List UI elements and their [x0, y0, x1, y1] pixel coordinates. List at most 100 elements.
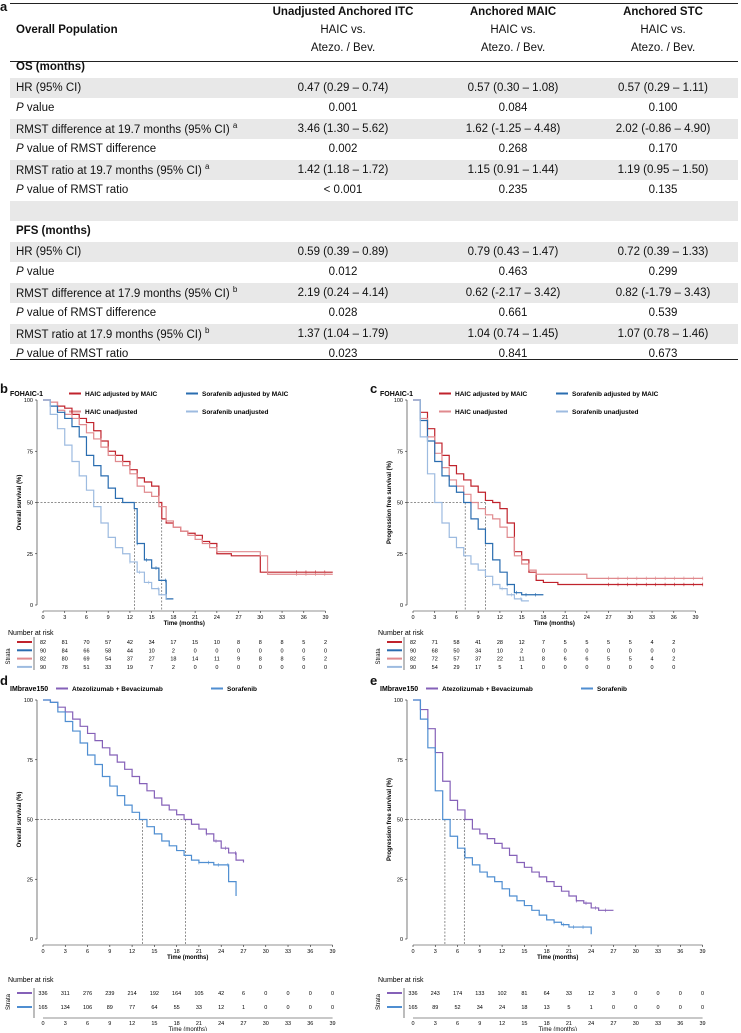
- risk-count: 14: [192, 657, 198, 663]
- risk-x-tick-label: 18: [544, 1021, 550, 1027]
- legend-label: Atezolizumab + Bevacizumab: [442, 686, 533, 693]
- risk-count: 5: [585, 640, 588, 646]
- x-tick-label: 27: [240, 949, 246, 955]
- risk-x-tick-label: 12: [129, 1021, 135, 1027]
- column-comparison: HAIC vs.: [320, 24, 366, 36]
- risk-count: 0: [629, 665, 632, 670]
- risk-count: 276: [83, 991, 92, 997]
- risk-count: 192: [150, 991, 159, 997]
- survival-curve: [413, 699, 614, 911]
- risk-count: 164: [172, 991, 181, 997]
- panel-letter-d: d: [0, 673, 8, 688]
- risk-x-tick-label: 24: [218, 1021, 224, 1027]
- table-row: RMST ratio at 17.9 months (95% CI) b 1.37…: [10, 323, 738, 344]
- table-cell: 1.42 (1.18 – 1.72): [248, 159, 438, 180]
- y-tick-label: 100: [24, 698, 33, 704]
- risk-x-tick-label: 30: [263, 1021, 269, 1027]
- risk-count: 17: [475, 665, 481, 670]
- risk-x-tick-label: 39: [330, 1021, 336, 1027]
- table-row: P value of RMST difference 0.028 0.661 0.53…: [10, 303, 738, 324]
- survival-curve: [413, 399, 529, 602]
- row-label-text: HR (95% CI): [16, 245, 82, 258]
- risk-count: 8: [237, 640, 240, 646]
- risk-x-tick-label: 36: [307, 1021, 313, 1027]
- x-tick-label: 27: [606, 615, 612, 621]
- risk-count: 22: [497, 657, 503, 663]
- table-top-rule: [10, 3, 738, 4]
- risk-count: 0: [564, 648, 567, 654]
- risk-count: 57: [105, 640, 111, 646]
- table-cell: 1.15 (0.91 – 1.44): [438, 159, 588, 180]
- x-tick-label: 9: [107, 615, 110, 621]
- risk-x-tick-label: 36: [677, 1021, 683, 1027]
- risk-count: 0: [672, 648, 675, 654]
- x-tick-label: 36: [671, 615, 677, 621]
- risk-count: 77: [129, 1005, 135, 1011]
- table-cell: 1.62 (-1.25 – 4.48): [438, 118, 588, 139]
- risk-count: 0: [194, 665, 197, 670]
- risk-count: 0: [324, 665, 327, 670]
- risk-count: 24: [499, 1005, 505, 1011]
- risk-count: 336: [408, 991, 417, 997]
- risk-x-tick-label: 9: [478, 1021, 481, 1027]
- risk-count: 29: [453, 665, 459, 670]
- risk-count: 165: [408, 1005, 417, 1011]
- risk-count: 37: [127, 657, 133, 663]
- y-tick-label: 0: [30, 603, 33, 609]
- risk-count: 5: [629, 657, 632, 663]
- risk-count: 5: [564, 640, 567, 646]
- row-label: P value: [10, 262, 248, 283]
- risk-count: 11: [519, 657, 525, 663]
- survival-curve: [43, 399, 333, 573]
- risk-count: 243: [431, 991, 440, 997]
- row-footnote-marker: b: [232, 285, 238, 295]
- x-tick-label: 33: [655, 949, 661, 955]
- risk-x-tick-label: 0: [411, 1021, 414, 1027]
- table-cell: 0.028: [328, 307, 358, 320]
- risk-count: 0: [656, 1005, 659, 1011]
- risk-count: 13: [544, 1005, 550, 1011]
- risk-count: 0: [651, 648, 654, 654]
- risk-count: 37: [475, 657, 481, 663]
- table-cell: 0.72 (0.39 – 1.33): [588, 241, 738, 262]
- risk-count: 0: [607, 665, 610, 670]
- risk-strata-label: Strata: [376, 993, 382, 1010]
- risk-count: 0: [607, 648, 610, 654]
- y-tick-label: 25: [397, 552, 403, 558]
- x-tick-label: 33: [285, 949, 291, 955]
- risk-count: 68: [432, 648, 438, 654]
- table-cell: 1.19 (0.95 – 1.50): [588, 159, 738, 180]
- risk-count: 2: [520, 648, 523, 654]
- risk-count: 0: [656, 991, 659, 997]
- column-comparison: HAIC vs.: [490, 24, 536, 36]
- table-header-row: Unadjusted Anchored ITC Anchored MAIC An…: [10, 3, 738, 21]
- risk-count: 0: [679, 1005, 682, 1011]
- survival-curve: [413, 399, 703, 579]
- x-tick-label: 12: [497, 615, 503, 621]
- risk-count: 44: [127, 648, 133, 654]
- risk-count: 52: [454, 1005, 460, 1011]
- y-tick-label: 50: [27, 501, 33, 507]
- risk-count: 0: [309, 991, 312, 997]
- risk-count: 165: [38, 1005, 47, 1011]
- legend-label: Atezolizumab + Bevacizumab: [72, 686, 163, 693]
- x-tick-label: 6: [456, 949, 459, 955]
- risk-count: 0: [237, 665, 240, 670]
- risk-count: 9: [237, 657, 240, 663]
- risk-x-tick-label: 3: [434, 1021, 437, 1027]
- risk-count: 34: [477, 1005, 483, 1011]
- survival-curve: [413, 399, 703, 586]
- risk-count: 12: [519, 640, 525, 646]
- risk-count: 28: [497, 640, 503, 646]
- risk-count: 1: [590, 1005, 593, 1011]
- risk-x-tick-label: 30: [633, 1021, 639, 1027]
- risk-count: 10: [214, 640, 220, 646]
- x-tick-label: 39: [700, 949, 706, 955]
- x-axis-title: Time (months): [167, 955, 208, 961]
- risk-count: 0: [215, 648, 218, 654]
- risk-count: 311: [61, 991, 70, 997]
- risk-count: 11: [214, 657, 220, 663]
- y-tick-label: 50: [397, 501, 403, 507]
- risk-count: 82: [410, 640, 416, 646]
- risk-count: 55: [174, 1005, 180, 1011]
